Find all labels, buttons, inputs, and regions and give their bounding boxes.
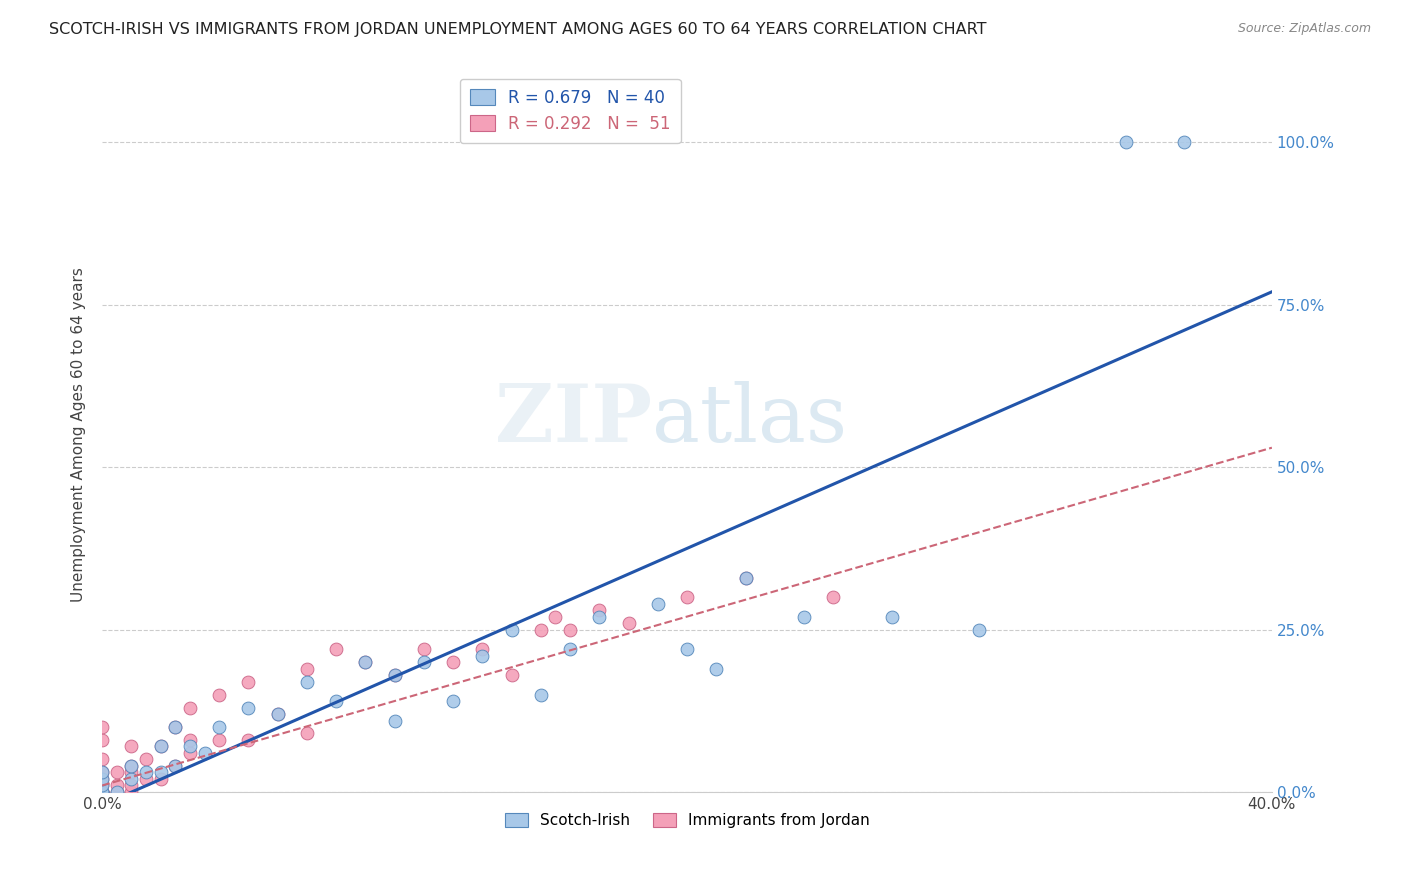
Point (149, 772, 172, 786)
Point (149, 739, 172, 754)
Point (135, 765, 157, 780)
Point (91, 772, 114, 786)
Point (530, 688, 553, 702)
Point (676, 642, 699, 657)
Point (120, 739, 142, 754)
Point (91, 785, 114, 799)
Point (530, 623, 553, 637)
Point (91, 785, 114, 799)
Point (238, 700, 260, 714)
Point (471, 642, 494, 657)
Point (91, 785, 114, 799)
Point (1115, 136, 1137, 150)
Point (193, 746, 215, 760)
Point (969, 623, 991, 637)
Point (412, 642, 434, 657)
Point (441, 655, 464, 669)
Y-axis label: Unemployment Among Ages 60 to 64 years: Unemployment Among Ages 60 to 64 years (72, 268, 86, 602)
Point (179, 746, 201, 760)
Point (208, 733, 231, 747)
Point (441, 694, 464, 708)
Text: atlas: atlas (652, 382, 846, 459)
Point (501, 668, 523, 682)
Point (179, 700, 201, 714)
Legend: Scotch-Irish, Immigrants from Jordan: Scotch-Irish, Immigrants from Jordan (499, 806, 876, 834)
Point (412, 655, 434, 669)
Point (91, 779, 114, 793)
Point (238, 674, 260, 689)
Point (91, 785, 114, 799)
Point (501, 623, 523, 637)
Point (149, 739, 172, 754)
Point (105, 765, 128, 780)
Point (384, 714, 406, 728)
Point (295, 726, 318, 740)
Point (325, 694, 347, 708)
Point (354, 655, 377, 669)
Point (165, 720, 187, 734)
Point (91, 752, 114, 766)
Point (120, 759, 142, 773)
Point (91, 765, 114, 780)
Point (676, 590, 699, 604)
Point (91, 779, 114, 793)
Point (149, 765, 172, 780)
Point (354, 655, 377, 669)
Point (588, 609, 610, 624)
Point (120, 772, 142, 786)
Point (91, 733, 114, 747)
Point (165, 720, 187, 734)
Point (91, 785, 114, 799)
Point (647, 597, 669, 611)
Point (266, 706, 288, 721)
Point (91, 785, 114, 799)
Point (120, 765, 142, 780)
Point (135, 752, 157, 766)
Point (135, 772, 157, 786)
Point (617, 616, 640, 631)
Point (384, 668, 406, 682)
Point (91, 720, 114, 734)
Point (238, 733, 260, 747)
Point (105, 785, 128, 799)
Point (91, 785, 114, 799)
Point (793, 609, 815, 624)
Point (734, 571, 756, 585)
Point (120, 759, 142, 773)
Point (91, 765, 114, 780)
Point (295, 661, 318, 675)
Point (734, 571, 756, 585)
Point (120, 785, 142, 799)
Text: SCOTCH-IRISH VS IMMIGRANTS FROM JORDAN UNEMPLOYMENT AMONG AGES 60 TO 64 YEARS CO: SCOTCH-IRISH VS IMMIGRANTS FROM JORDAN U… (49, 22, 987, 37)
Point (558, 623, 581, 637)
Point (588, 603, 610, 617)
Point (295, 674, 318, 689)
Point (880, 609, 903, 624)
Point (105, 779, 128, 793)
Point (471, 648, 494, 663)
Point (1173, 136, 1195, 150)
Text: Source: ZipAtlas.com: Source: ZipAtlas.com (1237, 22, 1371, 36)
Point (325, 642, 347, 657)
Point (91, 785, 114, 799)
Point (208, 688, 231, 702)
Text: ZIP: ZIP (495, 382, 652, 459)
Point (105, 785, 128, 799)
Point (704, 661, 727, 675)
Point (165, 759, 187, 773)
Point (91, 772, 114, 786)
Point (544, 609, 567, 624)
Point (558, 642, 581, 657)
Point (91, 785, 114, 799)
Point (266, 706, 288, 721)
Point (823, 590, 845, 604)
Point (384, 668, 406, 682)
Point (208, 720, 231, 734)
Point (179, 739, 201, 754)
Point (165, 759, 187, 773)
Point (120, 779, 142, 793)
Point (179, 733, 201, 747)
